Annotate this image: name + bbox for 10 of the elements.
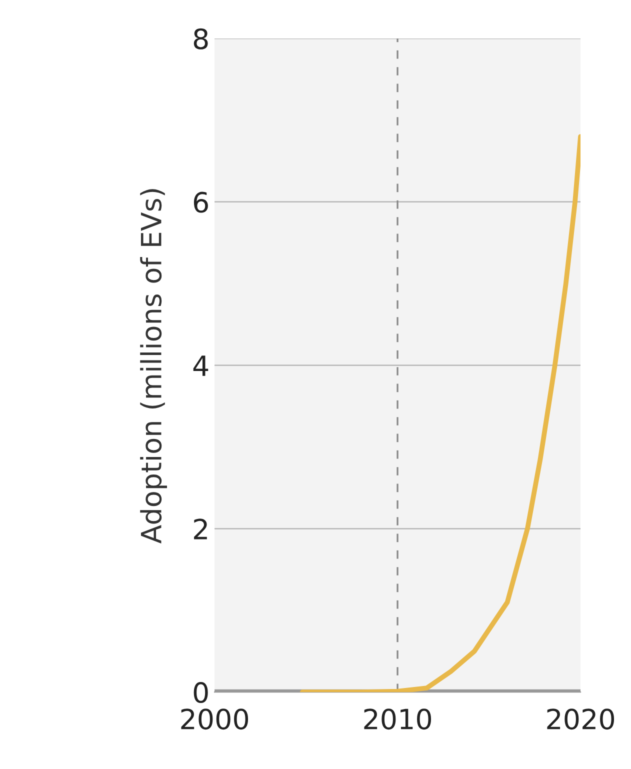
line-series: [300, 134, 581, 692]
y-tick-label: 0: [194, 682, 208, 704]
x-tick-label: 2010: [364, 708, 432, 730]
y-tick-label: 4: [193, 356, 208, 376]
x-tick-label: 2000: [181, 708, 248, 730]
y-tick-label: 8: [194, 28, 208, 50]
y-tick-label: 6: [194, 192, 208, 213]
y-axis-title: Adoption (millions of EVs): [140, 189, 168, 544]
x-tick-label: 2020: [547, 708, 614, 730]
y-tick-label: 2: [194, 518, 207, 540]
